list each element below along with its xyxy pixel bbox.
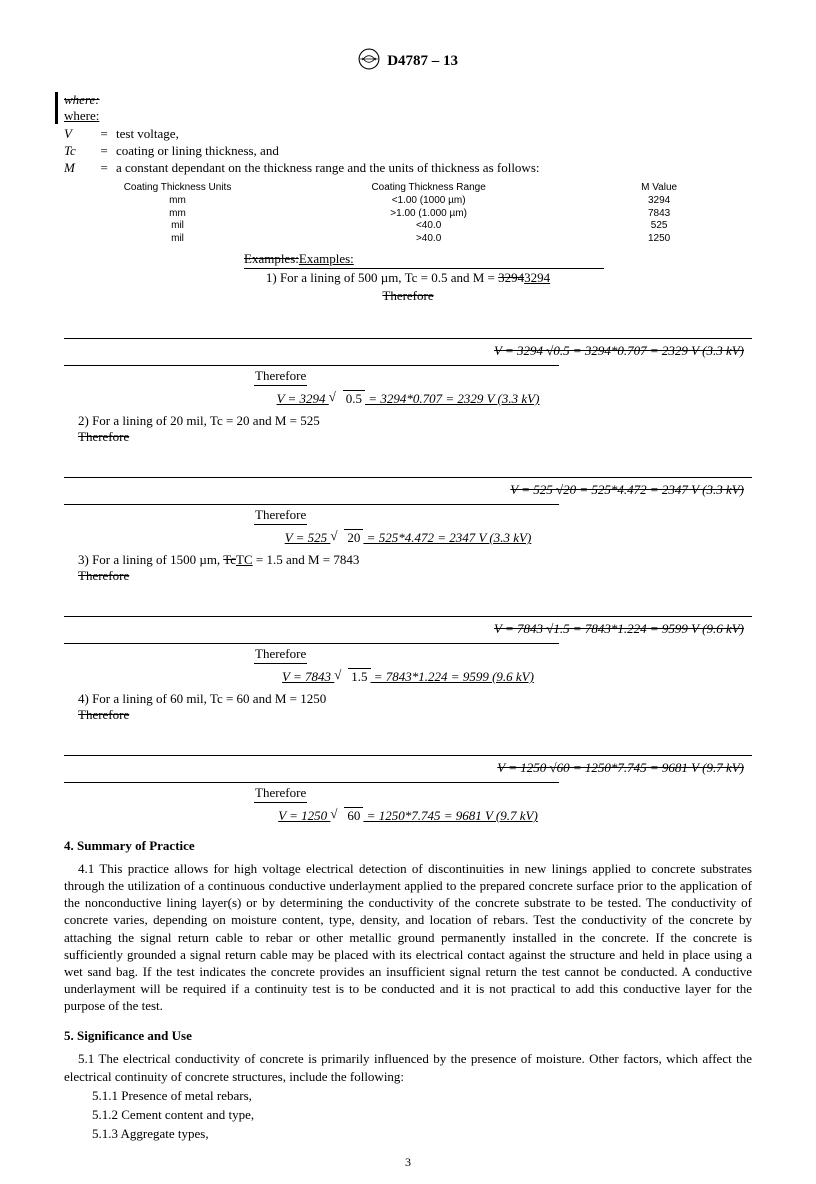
example-1-old-therefore: Therefore — [64, 288, 752, 304]
page-header: D4787 – 13 — [64, 48, 752, 74]
m-col: Coating Thickness Units — [64, 181, 291, 195]
example-3-old-therefore: Therefore — [64, 568, 752, 584]
def-txt: a constant dependant on the thickness ra… — [116, 160, 543, 177]
example-4-prompt: 4) For a lining of 60 mil, Tc = 60 and M… — [64, 691, 752, 707]
def-sym: Tc — [64, 143, 96, 160]
example-3-prompt: 3) For a lining of 1500 µm, TcTC = 1.5 a… — [64, 552, 752, 568]
change-bar-where: where: where: — [55, 92, 752, 124]
examples-header: Examples:Examples: — [244, 251, 604, 269]
example-4-new-therefore: Therefore — [254, 785, 307, 803]
example-3-new-therefore: Therefore — [254, 646, 307, 664]
variable-definitions: V=test voltage, Tc=coating or lining thi… — [64, 126, 543, 177]
example-3-old-eq: V = 7843 √1.5 = 7843*1.224 = 9599 V (9.6… — [64, 621, 752, 637]
m-col: Coating Thickness Range — [291, 181, 566, 195]
def-txt: test voltage, — [116, 126, 543, 143]
def-sym: M — [64, 160, 96, 177]
section-4-para: 4.1 This practice allows for high voltag… — [64, 860, 752, 1014]
astm-logo — [358, 48, 380, 74]
m-value-table: Coating Thickness Units Coating Thicknes… — [64, 181, 752, 245]
def-sym: V — [64, 126, 96, 143]
def-txt: coating or lining thickness, and — [116, 143, 543, 160]
example-4-old-eq: V = 1250 √60 = 1250*7.745 = 9681 V (9.7 … — [64, 760, 752, 776]
example-2-old-therefore: Therefore — [64, 429, 752, 445]
example-1-new-eq: V = 3294 0.5 = 3294*0.707 = 2329 V (3.3 … — [64, 390, 752, 407]
section-5-item: 5.1.3 Aggregate types, — [64, 1125, 752, 1142]
example-4-old-therefore: Therefore — [64, 707, 752, 723]
section-5-item: 5.1.1 Presence of metal rebars, — [64, 1087, 752, 1104]
where-old: where: — [64, 92, 752, 108]
section-4-title: 4. Summary of Practice — [64, 838, 752, 854]
m-col: M Value — [566, 181, 752, 195]
where-new: where: — [64, 108, 752, 124]
example-1-prompt: 1) For a lining of 500 µm, Tc = 0.5 and … — [64, 270, 752, 286]
section-5-item: 5.1.2 Cement content and type, — [64, 1106, 752, 1123]
example-1-old-eq: V = 3294 √0.5 = 3294*0.707 = 2329 V (3.3… — [64, 343, 752, 359]
example-4-new-eq: V = 1250 60 = 1250*7.745 = 9681 V (9.7 k… — [64, 807, 752, 824]
section-5-title: 5. Significance and Use — [64, 1028, 752, 1044]
designation: D4787 – 13 — [387, 53, 458, 70]
examples-new: Examples: — [299, 251, 354, 266]
example-2-new-therefore: Therefore — [254, 507, 307, 525]
page-number: 3 — [0, 1155, 816, 1170]
example-2-prompt: 2) For a lining of 20 mil, Tc = 20 and M… — [64, 413, 752, 429]
example-3-new-eq: V = 7843 1.5 = 7843*1.224 = 9599 (9.6 kV… — [64, 668, 752, 685]
example-2-old-eq: V = 525 √20 = 525*4.472 = 2347 V (3.3 kV… — [64, 482, 752, 498]
example-1-new-therefore: Therefore — [254, 368, 307, 386]
example-2-new-eq: V = 525 20 = 525*4.472 = 2347 V (3.3 kV) — [64, 529, 752, 546]
examples-old: Examples: — [244, 251, 299, 266]
